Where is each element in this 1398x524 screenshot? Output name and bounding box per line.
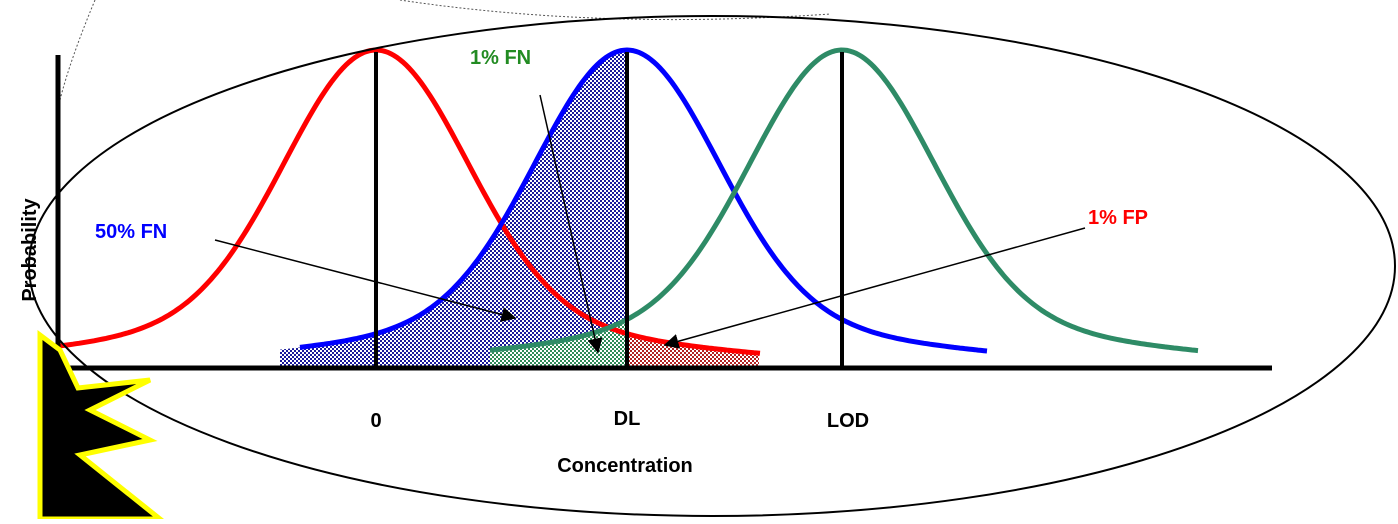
arrow xyxy=(214,239,517,322)
starburst xyxy=(37,330,168,522)
marker-label: DL xyxy=(614,408,641,430)
curve xyxy=(51,47,761,356)
marker-label: 0 xyxy=(370,410,381,432)
arrow xyxy=(663,227,1086,349)
curve xyxy=(489,47,1199,354)
annotation: 50% FN xyxy=(95,221,167,243)
curves xyxy=(51,47,1199,356)
x-axis-label: Concentration xyxy=(557,455,693,477)
annotation: 1% FN xyxy=(470,47,531,69)
callout-line xyxy=(59,0,96,101)
shaded-areas xyxy=(280,50,759,368)
ellipse xyxy=(28,15,1396,517)
arrow xyxy=(539,94,603,354)
y-axis-label: Probability xyxy=(19,197,41,301)
curve xyxy=(299,47,988,354)
marker-label: LOD xyxy=(827,410,869,432)
shaded-area xyxy=(490,320,625,368)
shaded-area xyxy=(280,50,625,368)
annotation: 1% FP xyxy=(1088,207,1148,229)
